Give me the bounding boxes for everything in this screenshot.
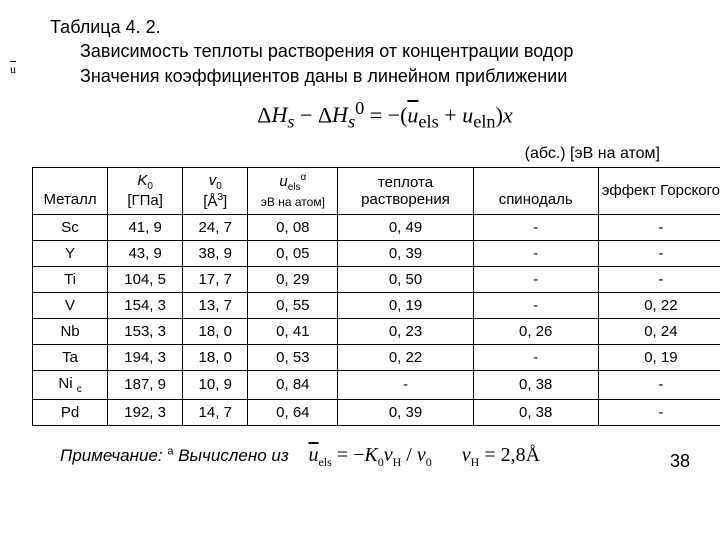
cell-spin: -: [473, 292, 598, 318]
cell-heat: 0, 39: [338, 240, 473, 266]
cell-v0: 14, 7: [183, 399, 248, 425]
cell-v0: 18, 0: [183, 318, 248, 344]
table-row: Ni c187, 910, 90, 84-0, 38-: [33, 370, 720, 399]
table-row: Sc41, 924, 70, 080, 49--: [33, 214, 720, 240]
table-row: Ti104, 517, 70, 290, 50--: [33, 266, 720, 292]
table-row: Y43, 938, 90, 050, 39--: [33, 240, 720, 266]
cell-gor: -: [598, 214, 720, 240]
cell-gor: -: [598, 266, 720, 292]
cell-k0: 43, 9: [108, 240, 183, 266]
cell-v0: 18, 0: [183, 344, 248, 370]
table-row: Nb153, 318, 00, 410, 230, 260, 24: [33, 318, 720, 344]
cell-k0: 153, 3: [108, 318, 183, 344]
col-heat: теплота растворения: [338, 167, 473, 214]
abs-units-label: (абс.) [эВ на атом]: [50, 145, 720, 163]
cell-spin: -: [473, 214, 598, 240]
cell-v0: 10, 9: [183, 370, 248, 399]
cell-u: 0, 05: [248, 240, 338, 266]
cell-v0: 24, 7: [183, 214, 248, 240]
data-table: Металл K0[ГПа] v0[Å3] uelsαэВ на атом] т…: [32, 167, 720, 426]
cell-spin: 0, 26: [473, 318, 598, 344]
cell-heat: 0, 23: [338, 318, 473, 344]
cell-spin: -: [473, 344, 598, 370]
cell-k0: 192, 3: [108, 399, 183, 425]
cell-heat: 0, 39: [338, 399, 473, 425]
cell-metal: Ni c: [33, 370, 108, 399]
cell-k0: 41, 9: [108, 214, 183, 240]
cell-gor: -: [598, 399, 720, 425]
cell-u: 0, 64: [248, 399, 338, 425]
cell-spin: -: [473, 240, 598, 266]
cell-metal: Sc: [33, 214, 108, 240]
margin-symbol: u: [10, 62, 16, 77]
cell-gor: 0, 24: [598, 318, 720, 344]
col-u: uelsαэВ на атом]: [248, 167, 338, 214]
table-row: Pd192, 314, 70, 640, 390, 38-: [33, 399, 720, 425]
header-row: Металл K0[ГПа] v0[Å3] uelsαэВ на атом] т…: [33, 167, 720, 214]
cell-metal: Y: [33, 240, 108, 266]
table-row: V154, 313, 70, 550, 19-0, 22: [33, 292, 720, 318]
cell-gor: -: [598, 240, 720, 266]
cell-heat: -: [338, 370, 473, 399]
col-spin: спинодаль: [473, 167, 598, 214]
col-v0: v0[Å3]: [183, 167, 248, 214]
col-k0: K0[ГПа]: [108, 167, 183, 214]
cell-v0: 13, 7: [183, 292, 248, 318]
col-gorsky: эффект Горского: [598, 167, 720, 214]
table-number: Таблица 4. 2.: [50, 15, 720, 39]
cell-k0: 154, 3: [108, 292, 183, 318]
cell-heat: 0, 50: [338, 266, 473, 292]
cell-u: 0, 84: [248, 370, 338, 399]
cell-metal: Pd: [33, 399, 108, 425]
main-formula: ΔHs − ΔHs0 = −(uels + ueln)x: [50, 98, 720, 133]
cell-spin: 0, 38: [473, 370, 598, 399]
col-metal: Металл: [33, 167, 108, 214]
title-line-2: Зависимость теплоты растворения от конце…: [50, 39, 720, 63]
cell-u: 0, 55: [248, 292, 338, 318]
title-line-3: Значения коэффициентов даны в линейном п…: [50, 64, 720, 88]
table-row: Ta194, 318, 00, 530, 22-0, 19: [33, 344, 720, 370]
cell-u: 0, 41: [248, 318, 338, 344]
cell-heat: 0, 19: [338, 292, 473, 318]
cell-gor: -: [598, 370, 720, 399]
title-block: Таблица 4. 2. Зависимость теплоты раство…: [50, 15, 720, 88]
cell-u: 0, 53: [248, 344, 338, 370]
cell-metal: Nb: [33, 318, 108, 344]
cell-metal: Ta: [33, 344, 108, 370]
page-number: 38: [670, 451, 690, 472]
cell-u: 0, 29: [248, 266, 338, 292]
cell-v0: 17, 7: [183, 266, 248, 292]
cell-k0: 187, 9: [108, 370, 183, 399]
cell-spin: 0, 38: [473, 399, 598, 425]
cell-k0: 104, 5: [108, 266, 183, 292]
cell-u: 0, 08: [248, 214, 338, 240]
footnote: Примечание: а Вычислено из uels = −K0vH …: [50, 444, 720, 470]
cell-heat: 0, 22: [338, 344, 473, 370]
cell-v0: 38, 9: [183, 240, 248, 266]
cell-gor: 0, 22: [598, 292, 720, 318]
cell-metal: V: [33, 292, 108, 318]
cell-spin: -: [473, 266, 598, 292]
cell-k0: 194, 3: [108, 344, 183, 370]
cell-heat: 0, 49: [338, 214, 473, 240]
cell-metal: Ti: [33, 266, 108, 292]
cell-gor: 0, 19: [598, 344, 720, 370]
